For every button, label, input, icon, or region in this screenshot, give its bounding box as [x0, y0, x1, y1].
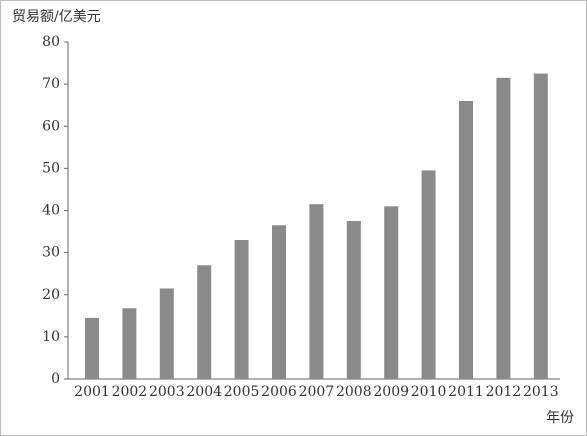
bar [272, 225, 286, 379]
bar [496, 77, 511, 380]
x-tick-label: 2003 [149, 384, 185, 400]
bar [234, 239, 249, 379]
x-tick-label: 2001 [74, 384, 110, 400]
y-tick-label: 60 [42, 118, 60, 134]
bar [346, 221, 361, 379]
y-axis-label: 贸易额/亿美元 [12, 9, 101, 25]
x-tick-label: 2012 [486, 384, 522, 400]
x-tick-label: 2008 [336, 384, 372, 400]
x-tick-label: 2011 [448, 384, 484, 400]
bar [421, 170, 436, 379]
bar [384, 206, 399, 379]
x-tick-label: 2009 [373, 384, 409, 400]
bar [309, 204, 324, 379]
y-tick-label: 30 [42, 245, 60, 261]
x-tick-label: 2004 [186, 384, 222, 400]
y-tick-label: 50 [42, 160, 60, 176]
y-tick-label: 40 [42, 203, 60, 219]
y-tick-label: 20 [42, 287, 60, 303]
x-tick-label: 2006 [261, 384, 297, 400]
y-tick-label: 0 [51, 371, 60, 387]
x-tick-label: 2013 [523, 384, 559, 400]
bar [122, 308, 137, 379]
y-tick-label: 10 [42, 329, 60, 345]
x-tick-label: 2002 [112, 384, 148, 400]
x-axis-label: 年份 [546, 410, 574, 426]
y-tick-label: 80 [42, 34, 60, 50]
bar [459, 100, 473, 379]
x-tick-label: 2005 [224, 384, 260, 400]
bar [85, 317, 99, 379]
y-tick-label: 70 [42, 76, 60, 92]
x-tick-label: 2010 [411, 384, 447, 400]
bar [159, 288, 174, 379]
bar [197, 265, 212, 379]
x-tick-label: 2007 [299, 384, 335, 400]
bar [533, 73, 548, 379]
